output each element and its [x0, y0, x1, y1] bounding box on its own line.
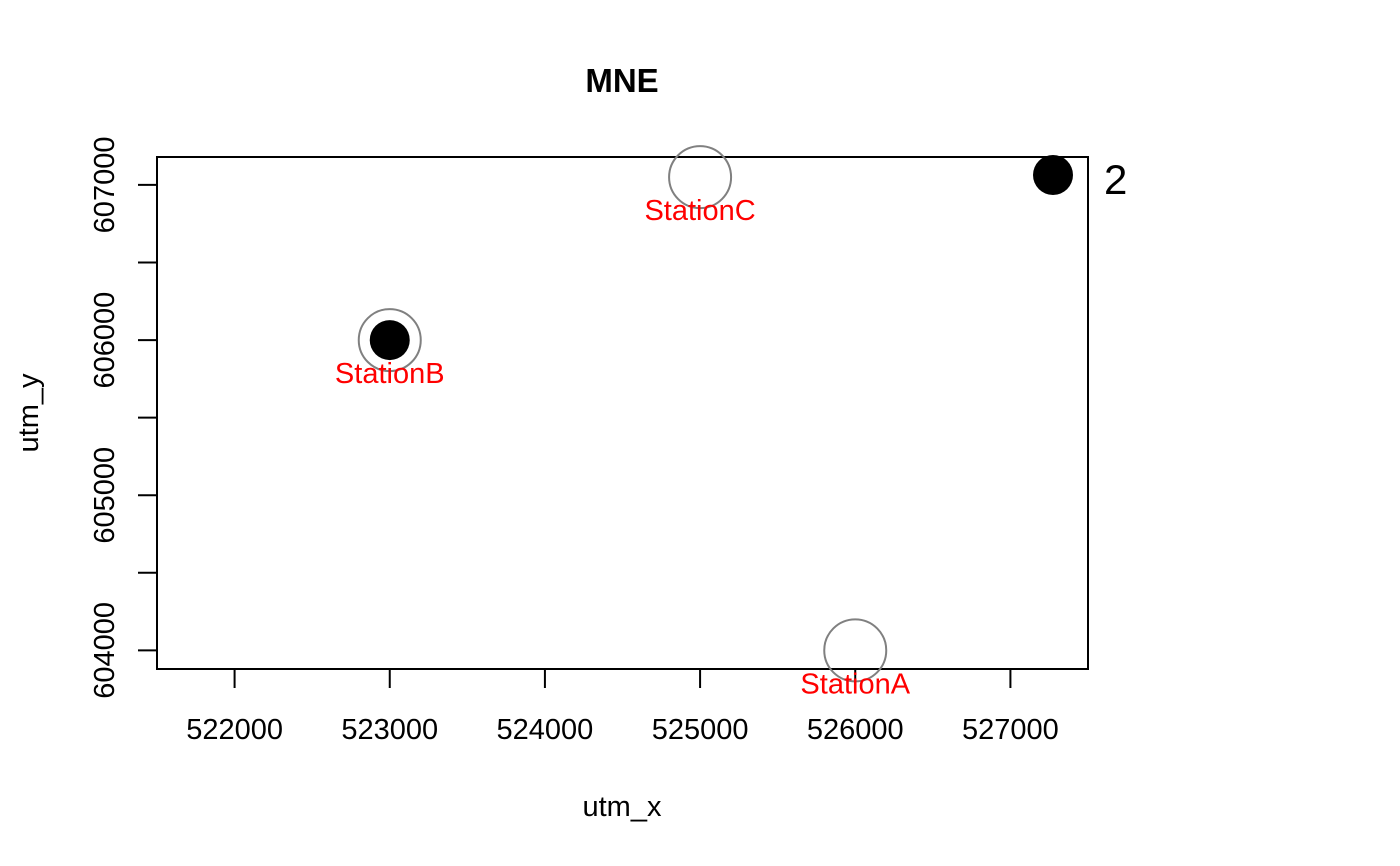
- y-tick-label: 605000: [89, 447, 121, 544]
- station-circle: [823, 618, 888, 683]
- chart-title: MNE: [585, 62, 658, 99]
- station-label: StationC: [644, 195, 755, 227]
- stations-layer: StationA StationB StationC: [335, 145, 911, 700]
- legend: 2: [1033, 155, 1127, 203]
- data-point: [369, 320, 410, 361]
- x-tick-label: 523000: [341, 714, 438, 746]
- station-circle: [668, 145, 733, 210]
- x-axis-label: utm_x: [583, 791, 662, 823]
- plot-frame: [156, 156, 1089, 670]
- y-tick-label: 607000: [89, 137, 121, 234]
- x-tick-label: 522000: [186, 714, 283, 746]
- legend-label: 2: [1104, 156, 1127, 203]
- points-layer: [369, 320, 410, 361]
- x-tick-label: 526000: [807, 714, 904, 746]
- x-tick-label: 524000: [497, 714, 594, 746]
- legend-point: [1033, 155, 1073, 195]
- x-tick-label: 527000: [962, 714, 1059, 746]
- y-axis: 604000 605000 606000 607000: [89, 137, 157, 699]
- y-axis-label: utm_y: [13, 373, 45, 452]
- y-tick-label: 604000: [89, 602, 121, 699]
- station-circle: [357, 308, 422, 373]
- x-tick-label: 525000: [652, 714, 749, 746]
- x-axis: 522000 523000 524000 525000 526000 527000: [186, 669, 1059, 746]
- station-label: StationA: [800, 668, 910, 700]
- station-label: StationB: [335, 358, 445, 390]
- y-tick-label: 606000: [89, 292, 121, 389]
